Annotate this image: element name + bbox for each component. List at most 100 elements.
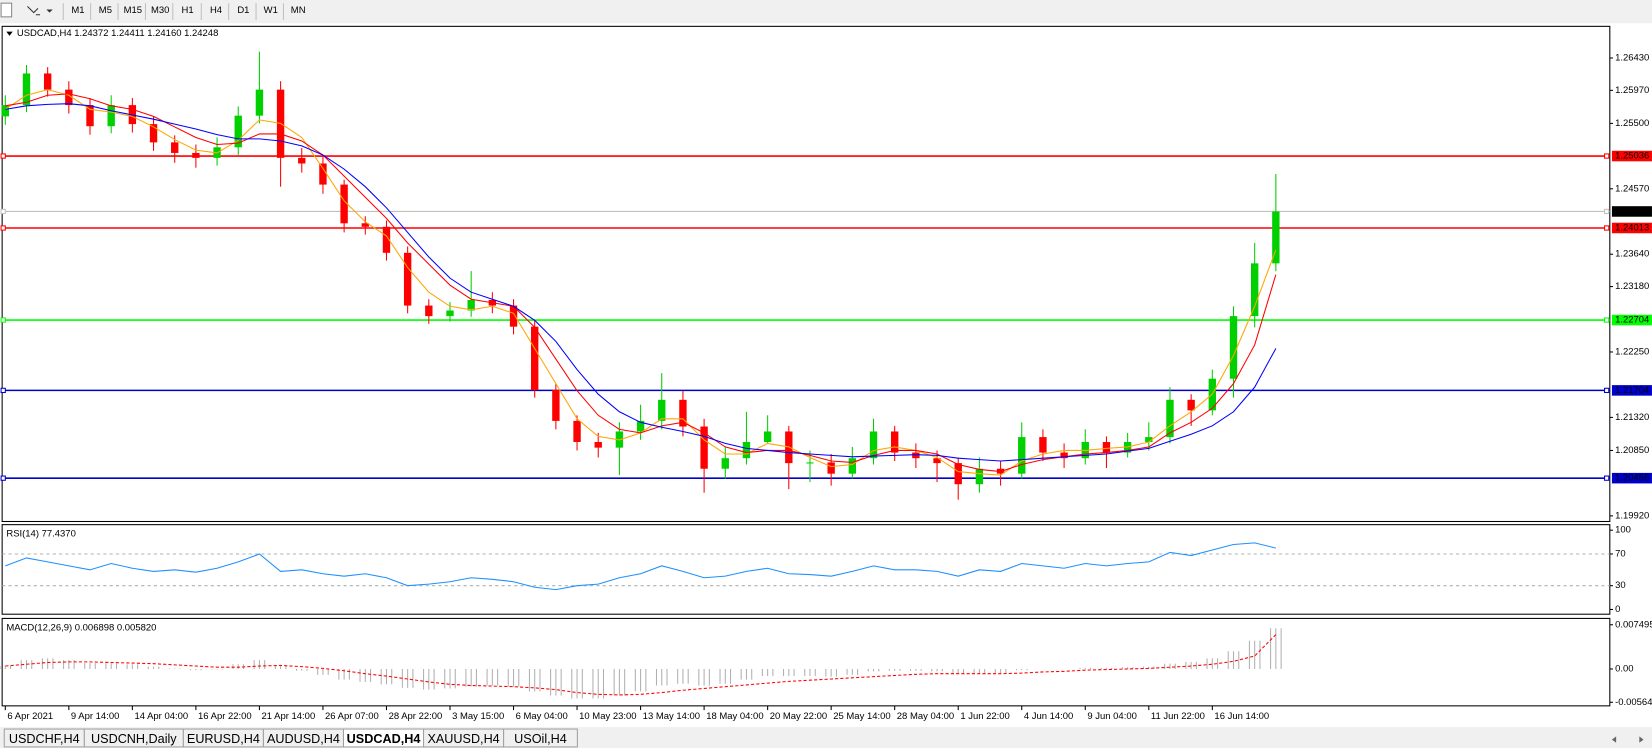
timeframe-button[interactable]: D1 <box>237 5 249 16</box>
y-tick-label: 1.23180 <box>1615 281 1649 292</box>
symbol-tab-label[interactable]: USDCAD,H4 <box>347 732 421 746</box>
candle-body <box>340 184 348 224</box>
collapse-arrow[interactable] <box>6 31 13 36</box>
level-line-handle <box>1604 317 1610 323</box>
candle-body <box>742 442 751 459</box>
chart-title: USDCAD,H4 1.24372 1.24411 1.24160 1.2424… <box>17 28 218 39</box>
y-tick-label: 0 <box>1615 604 1620 615</box>
y-tick-label: 0.007495 <box>1615 619 1652 630</box>
level-line-handle <box>0 387 6 394</box>
dropdown-arrow[interactable] <box>46 9 53 13</box>
symbol-tab-label[interactable]: AUDUSD,H4 <box>267 732 340 746</box>
x-tick-label: 28 May 04:00 <box>897 711 954 722</box>
symbol-tab-label[interactable]: XAUUSD,H4 <box>427 732 499 746</box>
level-line-label: 1.24013 <box>1615 222 1649 233</box>
timeframe-button[interactable]: M30 <box>151 5 169 16</box>
y-tick-label: 1.26430 <box>1615 52 1649 63</box>
candle-body <box>848 458 857 474</box>
tool-icon[interactable] <box>0 2 13 18</box>
y-tick-label: 70 <box>1615 548 1626 559</box>
level-line-label: 1.20456 <box>1615 473 1649 484</box>
candle-body <box>255 89 264 116</box>
timeframe-button[interactable]: MN <box>291 5 306 16</box>
candle-body <box>319 163 327 185</box>
candle-body <box>975 468 984 485</box>
y-tick-label: 1.25970 <box>1615 85 1649 96</box>
y-tick-label: 100 <box>1615 525 1631 536</box>
y-tick-label: 1.20850 <box>1615 445 1649 456</box>
candle-body <box>171 142 179 153</box>
candle-body <box>107 105 115 127</box>
candle-body <box>1145 437 1153 443</box>
candle-body <box>912 452 920 459</box>
candle-body <box>700 426 708 469</box>
candle-body <box>149 124 158 143</box>
current-price-line-handle <box>1604 208 1610 215</box>
x-tick-label: 11 Jun 22:00 <box>1151 711 1205 722</box>
symbol-tab[interactable] <box>503 728 578 748</box>
candle-body <box>1166 399 1174 438</box>
symbol-tab-label[interactable]: USOil,H4 <box>514 732 567 746</box>
timeframe-button[interactable]: W1 <box>264 5 278 16</box>
candle-body <box>22 73 31 106</box>
candle-body <box>234 115 242 148</box>
x-tick-label: 13 May 14:00 <box>643 711 700 722</box>
y-tick-label: 1.25500 <box>1615 118 1649 129</box>
y-tick-label: -0.00564 <box>1615 697 1652 708</box>
x-tick-label: 16 Jun 14:00 <box>1214 711 1269 722</box>
candle-body <box>65 89 73 106</box>
x-tick-label: 1 Jun 22:00 <box>960 711 1010 722</box>
y-tick-label: 0.00 <box>1615 663 1633 674</box>
level-line-handle <box>0 225 6 231</box>
level-line-handle <box>0 153 6 159</box>
macd-panel <box>1 617 1611 707</box>
x-tick-label: 6 Apr 2021 <box>7 711 53 722</box>
level-line-handle <box>1604 153 1610 159</box>
level-line-handle <box>0 475 6 481</box>
level-line-label: 1.21704 <box>1615 385 1649 396</box>
candle-body <box>636 420 645 432</box>
candle-body <box>658 399 666 421</box>
y-tick-label: 1.22250 <box>1615 346 1649 357</box>
symbol-tab-label[interactable]: USDCHF,H4 <box>9 732 80 746</box>
indicator-title: MACD(12,26,9) 0.006898 0.005820 <box>6 622 156 633</box>
x-tick-label: 4 Jun 14:00 <box>1024 711 1073 722</box>
candle-body <box>446 310 454 317</box>
timeframe-button[interactable]: M1 <box>71 5 84 16</box>
candle-body <box>1250 263 1259 317</box>
price-panel <box>1 25 1611 523</box>
y-tick-label: 1.23640 <box>1615 249 1649 260</box>
level-line-tag <box>1611 222 1652 234</box>
timeframe-button[interactable]: M15 <box>124 5 142 16</box>
level-line-label: 1.22704 <box>1615 315 1649 326</box>
candle-body <box>552 389 560 421</box>
symbol-tab-label[interactable]: USDCNH,Daily <box>91 732 177 746</box>
candle-body <box>509 305 518 327</box>
x-tick-label: 10 May 23:00 <box>579 711 636 722</box>
tool-icon[interactable] <box>27 5 41 16</box>
level-line-tag <box>1611 385 1652 396</box>
rsi-panel <box>1 524 1611 615</box>
x-tick-label: 9 Jun 04:00 <box>1087 711 1137 722</box>
y-tick-label: 1.24570 <box>1615 183 1649 194</box>
x-tick-label: 20 May 22:00 <box>770 711 827 722</box>
timeframe-button[interactable]: M5 <box>99 5 112 16</box>
x-tick-label: 18 May 04:00 <box>706 711 763 722</box>
timeframe-button[interactable]: H1 <box>182 5 194 16</box>
candle-body <box>467 299 475 311</box>
level-line-handle <box>1604 475 1610 481</box>
chart-area <box>0 24 1652 707</box>
current-price-line-handle <box>0 208 6 215</box>
indicator-title: RSI(14) 77.4370 <box>6 529 75 540</box>
candle-body <box>361 223 369 227</box>
y-tick-label: 30 <box>1615 580 1626 591</box>
candle-body <box>1229 316 1238 379</box>
candle-body <box>1272 211 1280 264</box>
macd-signal <box>5 634 1277 696</box>
timeframe-button[interactable]: H4 <box>210 5 222 16</box>
candle-body <box>721 458 729 469</box>
symbol-tab-label[interactable]: EURUSD,H4 <box>187 732 260 746</box>
candle-body <box>298 157 306 164</box>
candle-body <box>679 399 687 427</box>
